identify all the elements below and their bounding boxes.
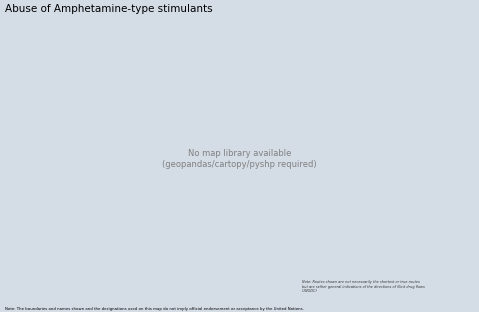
Text: No map library available
(geopandas/cartopy/pyshp required): No map library available (geopandas/cart… bbox=[162, 149, 317, 169]
Text: Abuse of Amphetamine-type stimulants: Abuse of Amphetamine-type stimulants bbox=[5, 3, 212, 14]
Text: Note: Routes shown are not necessarily the shortest or true routes
but are rathe: Note: Routes shown are not necessarily t… bbox=[302, 280, 425, 293]
Text: Note: The boundaries and names shown and the designations used on this map do no: Note: The boundaries and names shown and… bbox=[5, 307, 304, 311]
